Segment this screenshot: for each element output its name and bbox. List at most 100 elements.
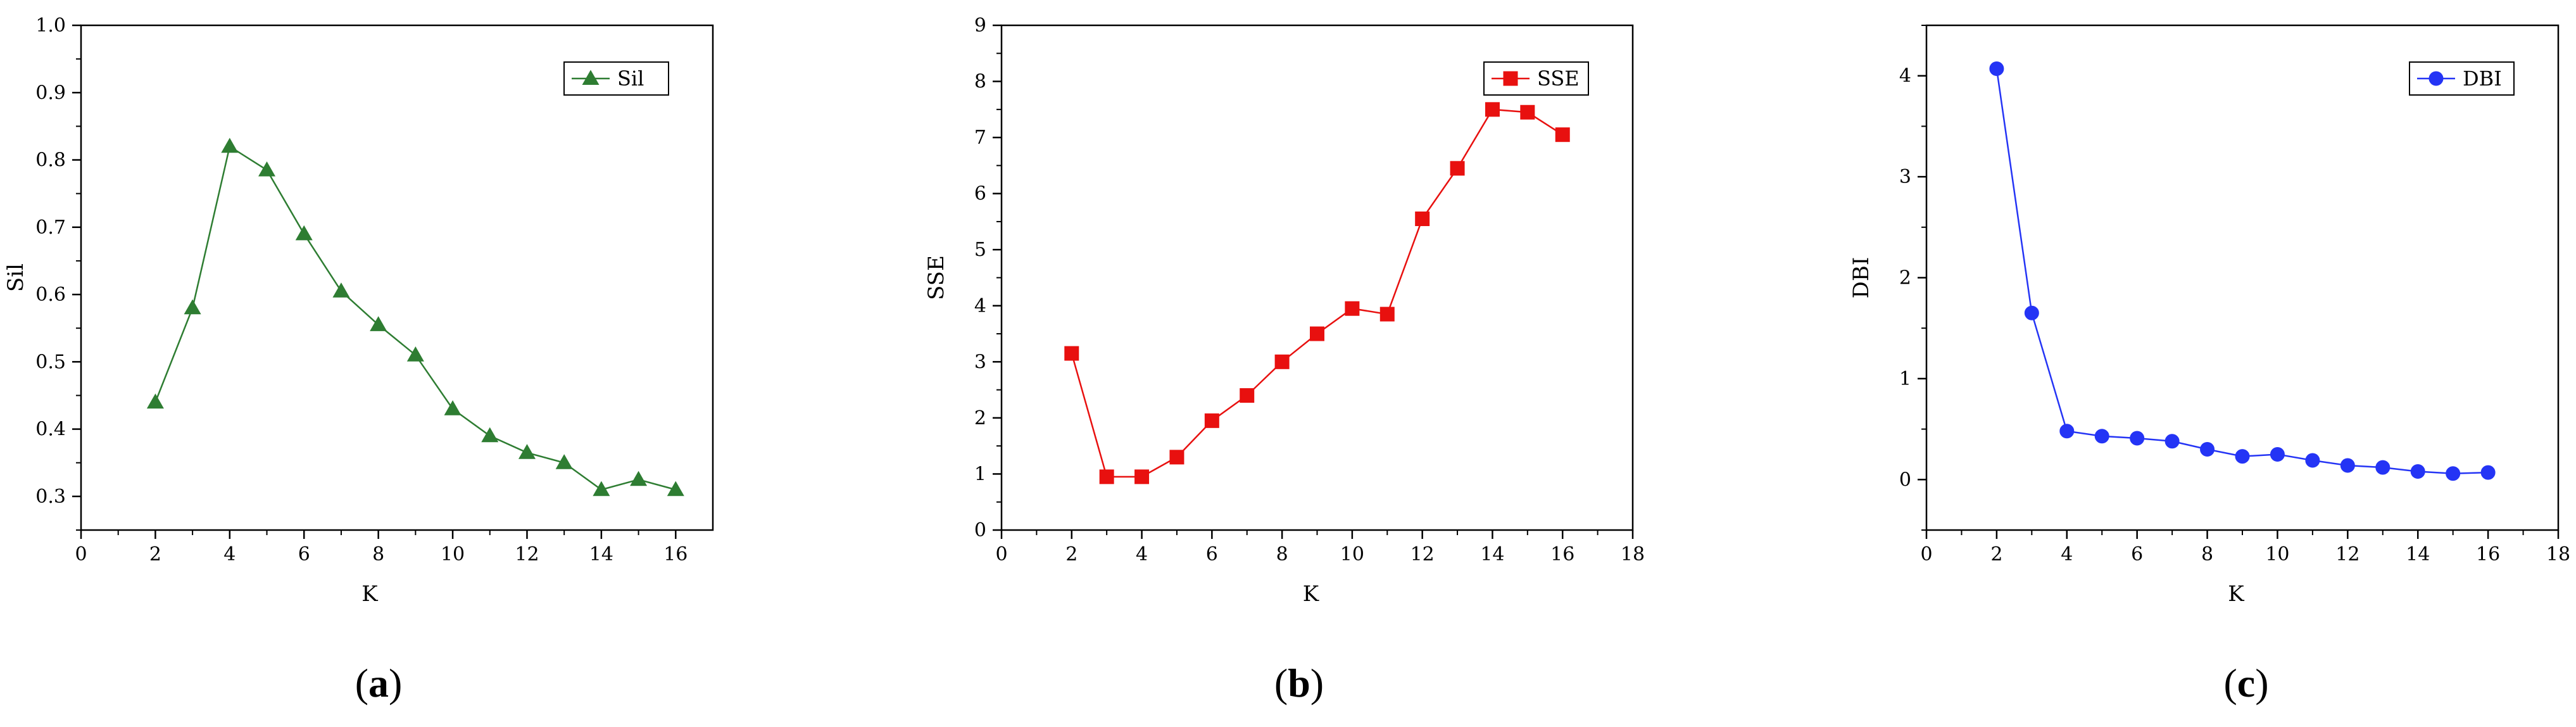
- y-tick-label: 0.3: [35, 486, 66, 508]
- data-point: [295, 225, 313, 241]
- x-tick-label: 6: [298, 543, 310, 566]
- x-tick-label: 16: [663, 543, 688, 566]
- data-point: [2305, 453, 2320, 468]
- legend-label: DBI: [2463, 66, 2502, 91]
- data-point: [1989, 61, 2004, 77]
- data-point: [2446, 466, 2461, 481]
- data-point: [2130, 431, 2145, 446]
- data-point: [444, 400, 462, 415]
- x-tick-label: 4: [223, 543, 236, 566]
- panel-label-close: ): [389, 661, 402, 705]
- panel-label-open: (: [1274, 661, 1288, 705]
- x-tick-label: 2: [149, 543, 161, 566]
- series-line-dbi: [1995, 68, 2489, 474]
- data-point: [2480, 465, 2496, 480]
- y-tick-label: 6: [974, 183, 986, 205]
- y-tick-label: 1: [1899, 368, 1911, 390]
- data-point: [2375, 460, 2391, 475]
- x-tick-label: 18: [1621, 543, 1645, 566]
- x-tick-label: 2: [1990, 543, 2002, 566]
- panel-label-letter: a: [368, 661, 389, 705]
- legend-label: SSE: [1537, 66, 1580, 91]
- data-point: [518, 444, 536, 459]
- panel-label: (c): [2223, 661, 2268, 705]
- plot-frame: [1000, 24, 1634, 531]
- x-tick-label: 8: [372, 543, 384, 566]
- y-axis-title: DBI: [1849, 257, 1874, 299]
- y-tick-label: 0: [1899, 469, 1911, 491]
- legend-marker: [1503, 71, 1518, 86]
- panel-label-close: ): [2255, 661, 2268, 705]
- y-tick-label: 1.0: [35, 15, 66, 37]
- x-tick-label: 10: [441, 543, 465, 566]
- series-line-sil: [154, 145, 676, 491]
- data-point: [630, 471, 648, 486]
- legend: SSE: [1483, 61, 1589, 96]
- data-point: [2094, 429, 2109, 444]
- y-tick-label: 0.9: [35, 82, 66, 104]
- data-point: [481, 427, 499, 443]
- data-point: [1520, 104, 1535, 120]
- y-tick-label: 3: [974, 351, 986, 373]
- data-point: [1450, 161, 1465, 176]
- y-tick-label: 0.6: [35, 284, 66, 306]
- data-point: [1274, 354, 1290, 369]
- data-point: [2340, 458, 2355, 473]
- panel-label-letter: b: [1288, 661, 1310, 705]
- y-tick-label: 4: [1899, 65, 1911, 87]
- legend: DBI: [2409, 61, 2515, 96]
- x-tick-label: 12: [1411, 543, 1435, 566]
- legend-box: [563, 61, 669, 96]
- y-tick-label: 9: [974, 15, 986, 37]
- x-tick-label: 4: [2061, 543, 2073, 566]
- x-tick-label: 8: [2201, 543, 2213, 566]
- y-tick-label: 4: [974, 295, 986, 317]
- x-tick-label: 6: [1206, 543, 1218, 566]
- x-tick-label: 16: [1550, 543, 1574, 566]
- y-tick-label: 8: [974, 71, 986, 93]
- legend-label: Sil: [617, 66, 644, 91]
- x-axis-title: K: [361, 581, 378, 607]
- data-point: [146, 393, 164, 409]
- legend: Sil: [563, 61, 669, 96]
- data-point: [555, 454, 573, 469]
- data-point: [1415, 212, 1430, 227]
- x-tick-label: 14: [2406, 543, 2430, 566]
- y-tick-label: 0.8: [35, 149, 66, 172]
- y-tick-label: 0.7: [35, 217, 66, 239]
- data-point: [1379, 307, 1395, 322]
- y-tick-label: 1: [974, 463, 986, 485]
- x-tick-label: 16: [2476, 543, 2500, 566]
- y-axis-title: SSE: [924, 255, 949, 300]
- panel-label-close: ): [1310, 661, 1324, 705]
- panel-label: (b): [1274, 661, 1324, 705]
- data-point: [221, 137, 239, 153]
- data-point: [2235, 449, 2250, 464]
- panel-label: (a): [355, 661, 403, 705]
- data-point: [332, 282, 350, 298]
- data-point: [1204, 413, 1219, 428]
- data-point: [258, 161, 276, 177]
- panel-label-letter: c: [2237, 661, 2255, 705]
- y-tick-label: 5: [974, 239, 986, 261]
- data-point: [1064, 346, 1079, 361]
- x-tick-label: 10: [1340, 543, 1364, 566]
- data-point: [1134, 469, 1150, 484]
- data-point: [2024, 305, 2039, 320]
- panel-label-open: (: [355, 661, 368, 705]
- data-point: [593, 481, 610, 496]
- y-tick-label: 3: [1899, 166, 1911, 188]
- data-point: [1485, 102, 1500, 117]
- y-tick-label: 2: [974, 407, 986, 429]
- y-axis-title: Sil: [3, 263, 28, 292]
- x-tick-label: 4: [1136, 543, 1148, 566]
- chart-panel-a: 0 2 4 6 8 10 12 14 16 0.3 0.4 0.5 0.6 0.7 0.8 0.9 1.0 K Si…: [3, 15, 714, 705]
- x-axis-title: K: [2228, 581, 2244, 607]
- data-point: [2200, 441, 2215, 457]
- data-point: [2270, 446, 2285, 462]
- data-point: [1345, 301, 1360, 316]
- x-tick-label: 2: [1065, 543, 1078, 566]
- x-tick-label: 0: [1920, 543, 1932, 566]
